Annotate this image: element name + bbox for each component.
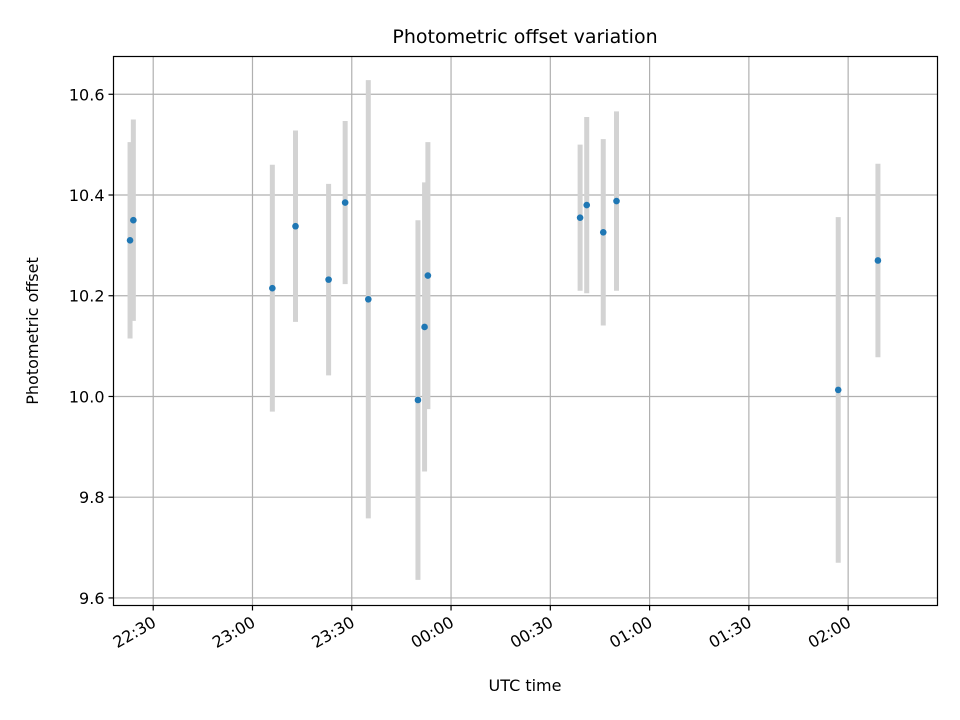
y-tick-label: 10.2 [69,287,105,306]
y-tick-label: 10.4 [69,186,105,205]
data-point [126,237,134,244]
data-point [421,323,428,331]
data-point [874,257,882,264]
error-bars [127,80,881,580]
data-point [292,222,299,230]
grid-lines [113,56,938,606]
y-tick-label: 9.8 [79,488,104,507]
data-point [613,197,620,205]
x-tick-label: 00:00 [408,613,457,653]
data-point [834,386,842,394]
data-point [130,216,137,224]
data-points [126,197,882,404]
y-tick-label: 10.0 [69,387,105,406]
data-point [583,201,591,209]
data-point [599,228,607,236]
x-tick-label: 01:00 [606,613,655,653]
data-point [576,214,584,221]
x-tick-label: 00:30 [507,613,556,653]
x-tick-label: 02:00 [805,613,854,653]
y-tick-label: 10.6 [69,85,105,104]
x-tick-label: 01:30 [705,613,754,653]
data-point [325,276,332,283]
x-tick-label: 22:30 [110,613,159,653]
x-tick-label: 23:30 [308,613,357,653]
y-tick-labels: 9.6 9.8 10.0 10.2 10.4 10.6 [69,85,105,608]
chart-title: Photometric offset variation [392,26,657,48]
data-point [269,284,276,292]
y-tick-label: 9.6 [79,589,104,608]
axes-frame [112,55,939,607]
x-axis-label: UTC time [489,676,562,695]
x-tick-labels: 22:30 23:00 23:30 00:00 00:30 01:00 01:30 02:00 [110,613,854,653]
y-axis-label: Photometric offset [23,257,42,405]
data-point [414,396,422,404]
data-point [341,199,349,206]
tick-marks [108,93,849,611]
data-point [365,295,372,303]
data-point [424,272,432,279]
x-tick-label: 23:00 [209,613,258,653]
